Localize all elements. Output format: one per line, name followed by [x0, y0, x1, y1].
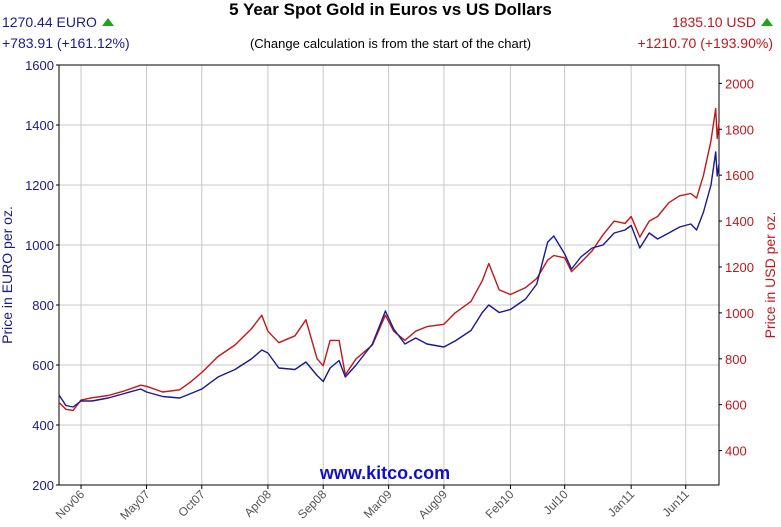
y-tick-label-right: 800 — [725, 352, 747, 367]
axis-ticks: 200 400 600 800 1000 1200 1400 1600 400 600 800 100… — [25, 58, 754, 523]
y-tick-label-right: 1800 — [725, 122, 754, 137]
y-tick-label-right: 400 — [725, 444, 747, 459]
y-tick-label-left: 1000 — [25, 238, 54, 253]
euro-price-line — [58, 151, 720, 408]
euro-price: 1270.44 EURO — [2, 14, 97, 30]
x-tick-label: Oct07 — [175, 487, 208, 520]
y-tick-label-left: 400 — [32, 418, 54, 433]
up-triangle-icon — [761, 18, 773, 26]
usd-price-line — [58, 107, 720, 412]
chart-subtitle: (Change calculation is from the start of… — [249, 36, 532, 51]
x-tick-label: Jun11 — [659, 487, 692, 520]
x-tick-label: Sep08 — [295, 487, 330, 522]
x-tick-label: May07 — [117, 487, 153, 523]
y-tick-label-left: 1400 — [25, 118, 54, 133]
y-tick-label-left: 600 — [32, 358, 54, 373]
watermark: www.kitco.com — [319, 463, 450, 483]
y-tick-label-right: 600 — [725, 398, 747, 413]
y-tick-label-right: 2000 — [725, 76, 754, 91]
usd-price-stat: 1835.10 USD — [672, 14, 773, 30]
y-tick-label-right: 1200 — [725, 260, 754, 275]
y-tick-label-right: 1400 — [725, 214, 754, 229]
usd-price: 1835.10 USD — [671, 14, 756, 30]
chart-title: 5 Year Spot Gold in Euros vs US Dollars — [229, 0, 552, 19]
y-tick-label-right: 1000 — [725, 306, 754, 321]
grid-lines — [59, 65, 719, 485]
y-tick-label-right: 1600 — [725, 168, 754, 183]
y-tick-label-left: 800 — [32, 298, 54, 313]
x-tick-label: Jul10 — [541, 487, 571, 517]
y-tick-label-left: 1600 — [25, 58, 54, 73]
y-tick-label-left: 1200 — [25, 178, 54, 193]
y-axis-label-right: Price in USD per oz. — [762, 212, 778, 339]
x-tick-label: Jan11 — [605, 487, 638, 520]
up-triangle-icon — [101, 18, 114, 26]
euro-price-stat: 1270.44 EURO — [2, 14, 114, 30]
x-tick-label: Apr08 — [241, 487, 274, 520]
euro-change: +783.91 (+161.12%) — [2, 35, 130, 51]
y-tick-label-left: 200 — [32, 478, 54, 493]
x-tick-label: Mar09 — [361, 487, 395, 521]
x-tick-label: Feb10 — [483, 487, 517, 521]
x-tick-label: Aug09 — [416, 487, 451, 522]
usd-change: +1210.70 (+193.90%) — [637, 35, 773, 51]
y-axis-label-left: Price in EURO per oz. — [0, 206, 15, 344]
x-tick-label: Nov06 — [53, 487, 88, 522]
series-layer — [58, 107, 720, 412]
